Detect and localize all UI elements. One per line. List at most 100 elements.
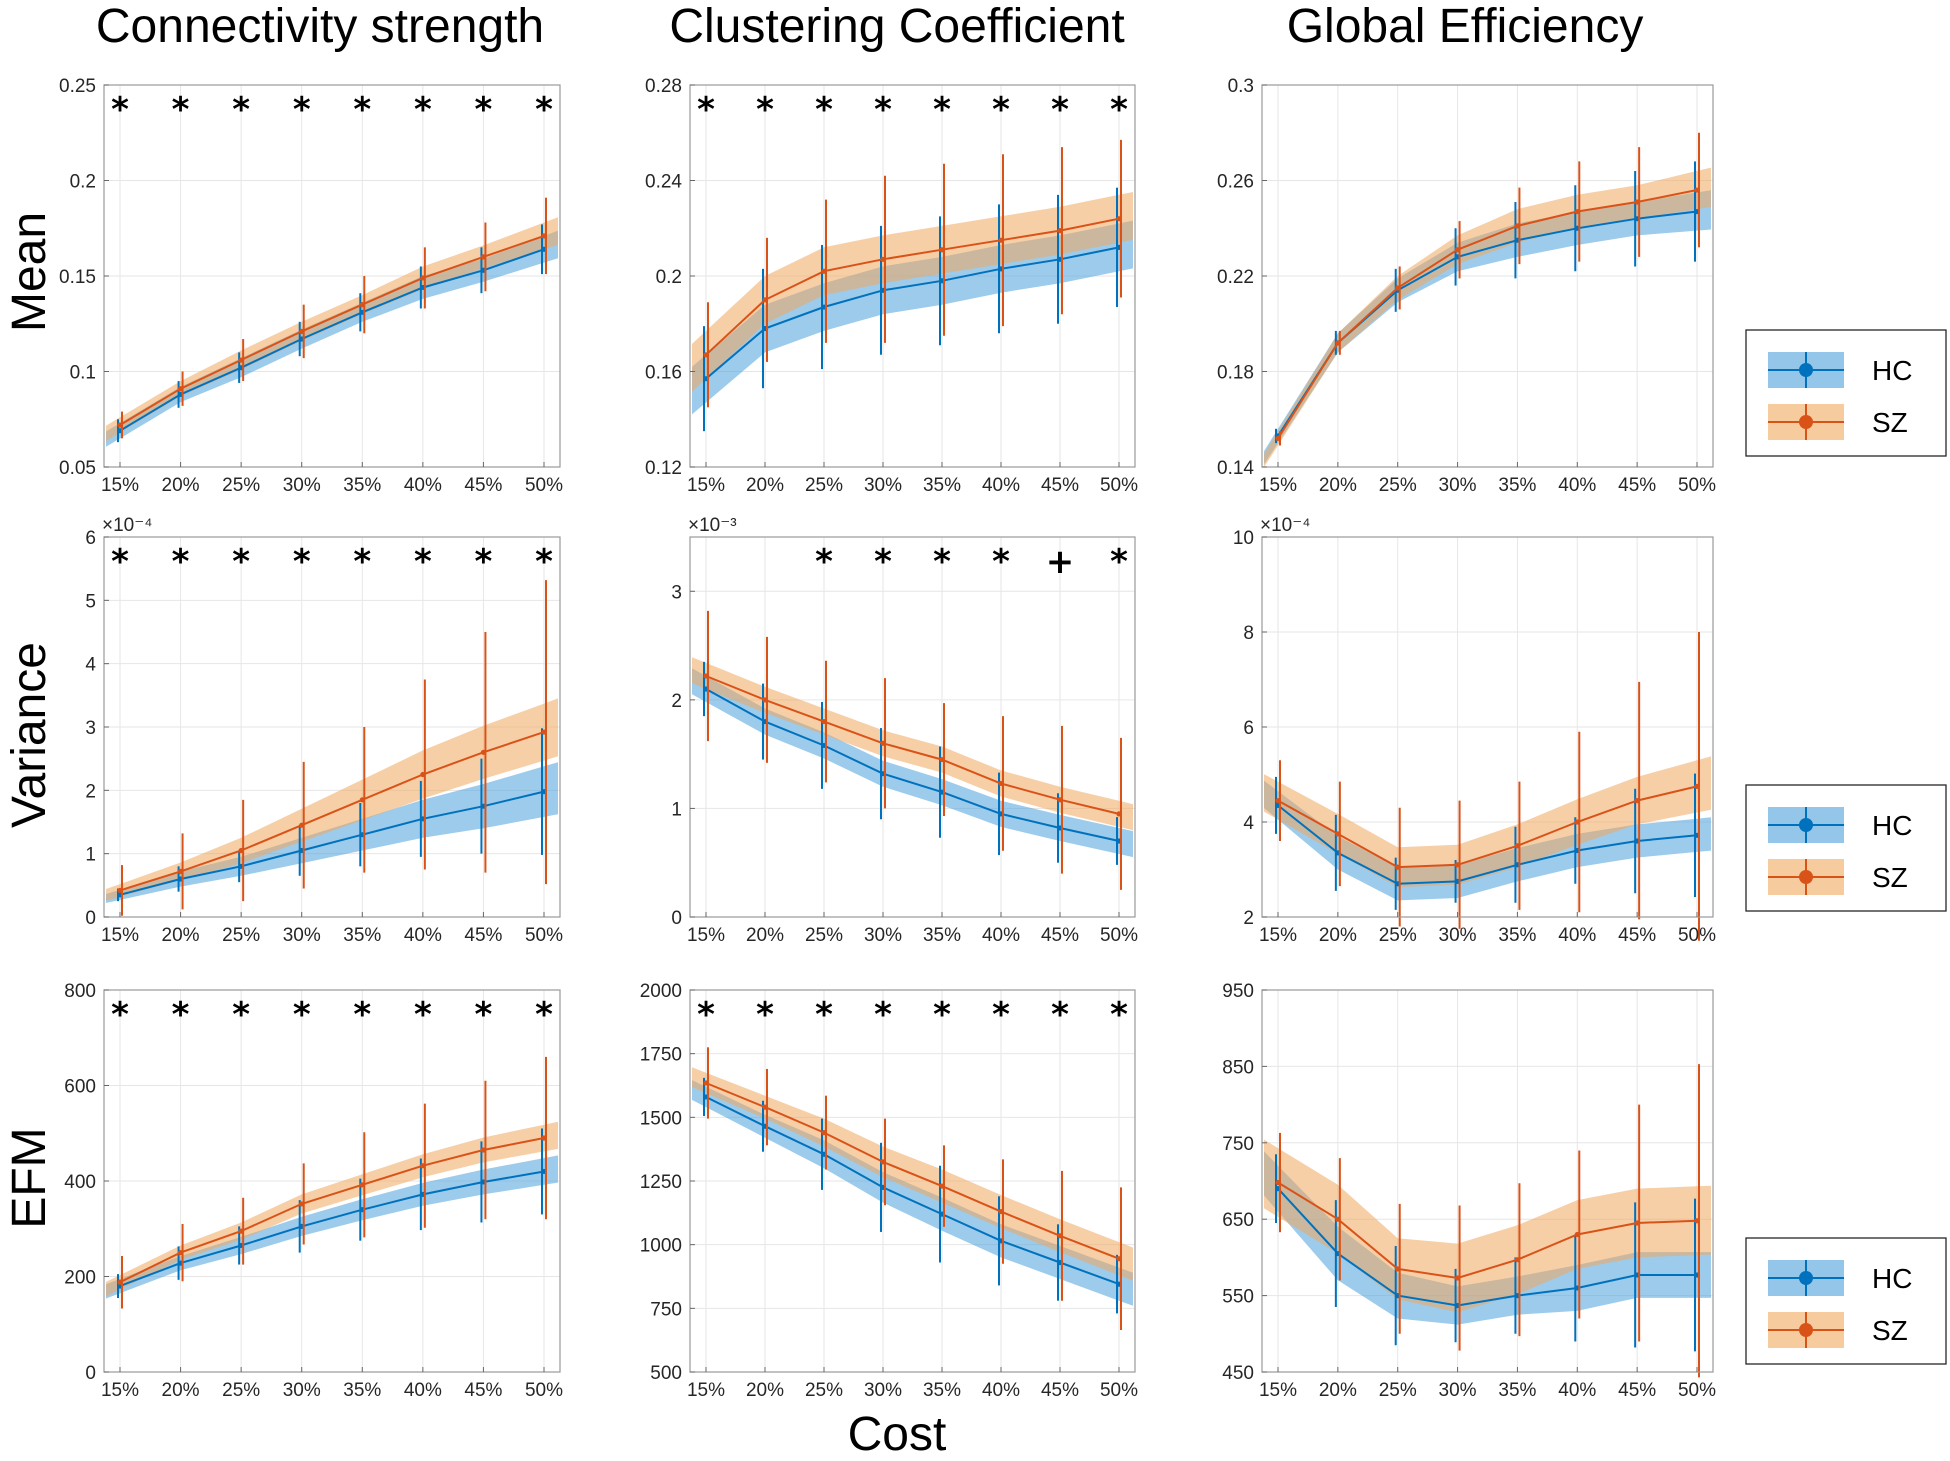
x-tick-label: 50%: [525, 475, 563, 496]
x-tick-label: 35%: [1498, 475, 1536, 496]
axis-multiplier: ×10⁻⁴: [102, 515, 152, 536]
point-sz: [1574, 819, 1580, 825]
legend-label-hc: HC: [1872, 355, 1912, 386]
x-tick-label: 15%: [1259, 925, 1297, 946]
x-tick-label: 15%: [687, 1380, 725, 1401]
point-sz: [1335, 1216, 1341, 1222]
x-tick-label: 35%: [923, 475, 961, 496]
x-tick-label: 30%: [283, 1380, 321, 1401]
point-sz: [1634, 199, 1640, 205]
significance-marker: *: [992, 90, 1010, 130]
x-tick-label: 20%: [746, 1380, 784, 1401]
y-tick-label: 0.25: [59, 76, 96, 97]
point-sz: [1275, 435, 1281, 441]
point-sz: [1057, 797, 1063, 803]
panel-1-0: 0 1 2 3 4 5 6 15% 20% 25% 30% 35% 40% 45% 50% ×10⁻⁴ * * * *…: [85, 515, 563, 946]
row-label-mean: Mean: [3, 212, 56, 332]
point-sz: [238, 847, 244, 854]
x-tick-label: 30%: [283, 475, 321, 496]
y-tick-label: 5: [85, 591, 96, 612]
x-tick-label: 15%: [101, 1380, 139, 1401]
point-sz: [762, 1104, 768, 1110]
significance-marker: *: [756, 995, 774, 1035]
row-label-efm: EFM: [3, 1127, 56, 1228]
point-sz: [703, 673, 709, 679]
point-sz: [939, 247, 945, 253]
y-tick-label: 0: [85, 908, 96, 929]
x-tick-label: 45%: [464, 925, 502, 946]
y-tick-label: 0.2: [656, 267, 682, 288]
significance-marker: *: [172, 90, 190, 130]
significance-marker: *: [756, 90, 774, 130]
significance-marker: *: [232, 542, 250, 582]
point-sz: [998, 780, 1004, 787]
point-sz: [1454, 247, 1461, 253]
x-tick-label: 45%: [1041, 1380, 1079, 1401]
point-sz: [177, 386, 184, 392]
legend-label-sz: SZ: [1872, 862, 1908, 893]
significance-marker: *: [232, 90, 250, 130]
point-sz: [359, 302, 365, 308]
y-tick-label: 650: [1222, 1210, 1254, 1231]
x-tick-label: 15%: [1259, 475, 1297, 496]
point-sz: [541, 1135, 547, 1141]
x-tick-label: 40%: [1558, 925, 1596, 946]
x-tick-label: 35%: [343, 925, 381, 946]
x-tick-label: 20%: [1319, 925, 1357, 946]
point-sz: [821, 718, 827, 725]
significance-marker: *: [933, 995, 951, 1035]
legend-label-sz: SZ: [1872, 407, 1908, 438]
y-tick-label: 4: [85, 655, 96, 676]
x-tick-label: 15%: [101, 925, 139, 946]
y-tick-label: 6: [85, 528, 96, 549]
x-tick-label: 40%: [404, 475, 442, 496]
y-tick-label: 0.05: [59, 458, 96, 479]
x-tick-label: 30%: [283, 925, 321, 946]
point-sz: [880, 256, 886, 262]
significance-marker: *: [353, 90, 371, 130]
significance-marker: *: [111, 995, 129, 1035]
x-tick-label: 30%: [864, 475, 902, 496]
y-tick-label: 2: [85, 781, 96, 802]
point-sz: [1634, 798, 1640, 804]
x-tick-label: 25%: [222, 925, 260, 946]
significance-marker: *: [535, 90, 553, 130]
band-hc: [106, 230, 558, 447]
y-tick-label: 1500: [640, 1108, 682, 1129]
y-tick-label: 2000: [640, 981, 682, 1002]
y-tick-label: 0: [671, 908, 682, 929]
x-tick-label: 40%: [982, 475, 1020, 496]
y-tick-label: 0.22: [1217, 267, 1254, 288]
series-line-sz: [1277, 189, 1698, 439]
point-sz: [1454, 1275, 1461, 1281]
series-line-hc: [1277, 1187, 1697, 1307]
point-sz: [299, 328, 305, 334]
x-tick-label: 30%: [1439, 925, 1477, 946]
x-tick-label: 50%: [1100, 1380, 1138, 1401]
band-hc: [692, 220, 1133, 415]
x-tick-label: 25%: [222, 475, 260, 496]
x-tick-label: 20%: [162, 475, 200, 496]
y-tick-label: 10: [1233, 528, 1254, 549]
significance-marker: *: [933, 90, 951, 130]
series-line-hc: [705, 688, 1120, 842]
legend-label-hc: HC: [1872, 1263, 1912, 1294]
point-sz: [1395, 285, 1401, 291]
x-tick-label: 50%: [525, 925, 563, 946]
point-sz: [880, 740, 886, 746]
axes-frame: [1261, 989, 1714, 1373]
point-sz: [762, 697, 768, 703]
x-tick-label: 15%: [687, 475, 725, 496]
y-tick-label: 2: [671, 691, 682, 712]
y-tick-label: 3: [671, 582, 682, 603]
point-sz: [821, 268, 827, 274]
point-sz: [299, 1201, 305, 1207]
y-tick-label: 0.26: [1217, 172, 1254, 193]
legend-row-0: HC SZ: [1745, 329, 1947, 457]
significance-marker: *: [414, 995, 432, 1035]
x-tick-label: 30%: [1439, 475, 1477, 496]
point-sz: [359, 1182, 365, 1188]
significance-marker: *: [815, 90, 833, 130]
y-tick-label: 0.12: [645, 458, 682, 479]
